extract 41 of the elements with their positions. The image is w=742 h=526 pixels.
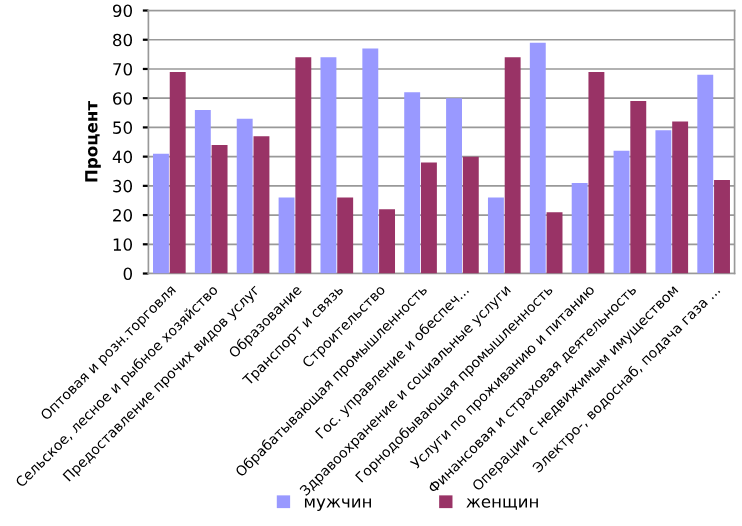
bar (253, 136, 270, 274)
y-tick-label: 20 (113, 209, 133, 222)
bar (278, 197, 295, 274)
bar (169, 71, 186, 274)
y-tick-label: 60 (113, 92, 133, 105)
bar (672, 121, 689, 274)
y-tick-label: 70 (113, 62, 133, 76)
bar (153, 153, 169, 274)
bar (613, 150, 630, 274)
y-tick-label: 30 (113, 179, 133, 193)
bar (362, 48, 379, 274)
bar (420, 162, 437, 274)
bar (571, 182, 588, 274)
y-tick-label: 50 (113, 121, 133, 134)
bar (404, 92, 421, 274)
y-tick-label: 90 (112, 4, 133, 18)
bar (630, 101, 647, 274)
bar (379, 209, 396, 274)
y-tick-label: 40 (112, 150, 133, 164)
legend-label: мужчин (304, 498, 371, 511)
bar (320, 57, 337, 274)
bar (211, 144, 228, 274)
bar (529, 42, 546, 274)
y-tick-label: 0 (123, 267, 133, 281)
y-axis-title: Процент (85, 101, 101, 182)
bar (462, 156, 479, 274)
bar (655, 130, 672, 274)
legend-label: женщин (466, 498, 538, 510)
bar (446, 98, 463, 274)
bar (697, 74, 714, 274)
bar (236, 118, 253, 274)
bar (546, 212, 563, 274)
bar (504, 57, 521, 274)
bar (194, 109, 211, 274)
bar (295, 57, 312, 274)
bar (487, 197, 504, 274)
bar (337, 197, 354, 274)
y-tick-label: 80 (113, 33, 133, 47)
bar (588, 71, 605, 274)
y-tick-label: 10 (113, 238, 133, 251)
bar (714, 180, 730, 274)
